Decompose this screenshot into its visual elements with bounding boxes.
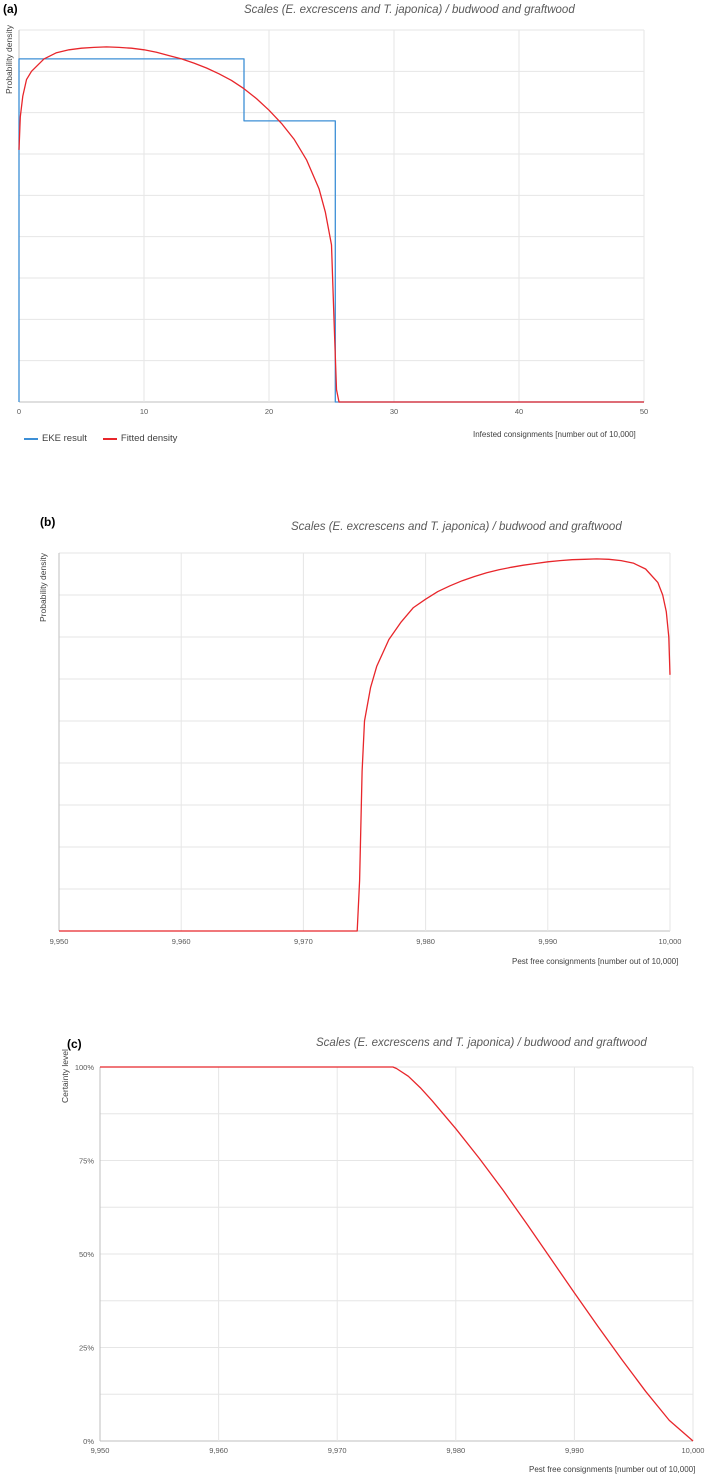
panel-b-title: Scales (E. excrescens and T. japonica) /… — [291, 521, 622, 533]
panel-a-title: Scales (E. excrescens and T. japonica) /… — [244, 4, 575, 16]
panel-a-xtick-label: 20 — [265, 407, 273, 416]
panel-b-xtick-label: 10,000 — [659, 937, 682, 946]
panel-c-ytick-label: 25% — [79, 1344, 94, 1353]
legend-swatch-fitted — [102, 437, 117, 440]
legend-label-fitted: Fitted density — [120, 433, 178, 444]
panel-b-xtick-label: 9,980 — [416, 937, 435, 946]
legend-label-eke: EKE result — [42, 433, 87, 444]
panel-b-xtick-label: 9,990 — [538, 937, 557, 946]
panel-a-xtick-label: 30 — [390, 407, 398, 416]
panel-b-label: (b) — [40, 515, 56, 529]
panel-a-label: (a) — [3, 2, 18, 16]
panel-c-ytick-label: 0% — [83, 1437, 94, 1446]
panel-c-ytick-label: 100% — [75, 1063, 95, 1072]
panel-a-legend: EKE result Fitted density — [24, 433, 193, 444]
panel-c-series-fitted-density — [100, 1066, 694, 1442]
panel-c-label: (c) — [67, 1037, 82, 1051]
panel-b-series-fitted-density — [59, 558, 671, 932]
panel-b-xtick-label: 9,960 — [172, 937, 191, 946]
panel-c-xtick-label: 9,980 — [446, 1446, 465, 1455]
panel-a-xtick-label: 10 — [140, 407, 148, 416]
panel-c-ytick-label: 50% — [79, 1250, 94, 1259]
panel-c-xtick-label: 9,990 — [565, 1446, 584, 1455]
panel-c-xtick-label: 9,960 — [209, 1446, 228, 1455]
panel-c-xtick-label: 9,970 — [328, 1446, 347, 1455]
legend-item-eke: EKE result — [24, 433, 87, 444]
panel-a-xtick-label: 0 — [17, 407, 21, 416]
panel-a-xlabel: Infested consignments [number out of 10,… — [473, 430, 636, 439]
panel-c-title: Scales (E. excrescens and T. japonica) /… — [316, 1037, 647, 1049]
panel-a-xtick-label: 40 — [515, 407, 523, 416]
legend-swatch-eke — [24, 437, 38, 440]
panel-c-ytick-label: 75% — [79, 1157, 94, 1166]
panel-a-series-fitted-density — [18, 46, 644, 403]
panel-b-xlabel: Pest free consignments [number out of 10… — [512, 957, 679, 966]
panel-b-xtick-label: 9,950 — [50, 937, 69, 946]
panel-a-series-eke-result — [18, 58, 644, 403]
legend-item-fitted: Fitted density — [102, 433, 178, 444]
panel-b-xtick-label: 9,970 — [294, 937, 313, 946]
panel-c-xlabel: Pest free consignments [number out of 10… — [529, 1465, 696, 1474]
panel-c-xtick-label: 10,000 — [682, 1446, 705, 1455]
panel-c-xtick-label: 9,950 — [91, 1446, 110, 1455]
panel-a-xtick-label: 50 — [640, 407, 648, 416]
